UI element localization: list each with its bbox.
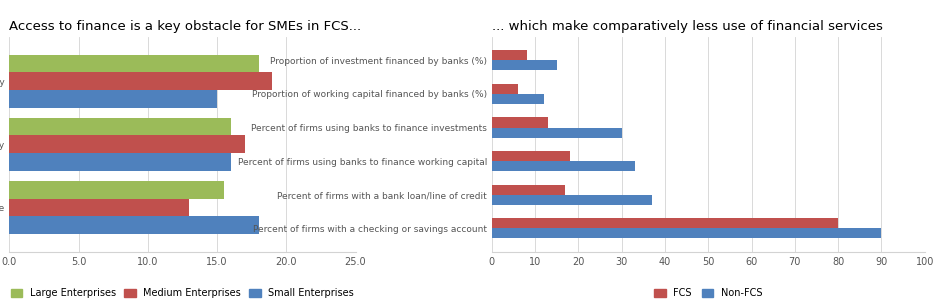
Text: ... which make comparatively less use of financial services: ... which make comparatively less use of… <box>492 20 883 33</box>
Bar <box>492 161 635 171</box>
Legend: FCS, Non-FCS: FCS, Non-FCS <box>650 285 767 302</box>
Bar <box>492 117 548 127</box>
Bar <box>9 55 259 72</box>
Bar <box>492 60 557 70</box>
Bar <box>9 72 273 90</box>
Legend: Large Enterprises, Medium Enterprises, Small Enterprises: Large Enterprises, Medium Enterprises, S… <box>7 285 358 302</box>
Bar <box>492 151 570 161</box>
Bar <box>9 216 259 234</box>
Bar <box>9 118 231 135</box>
Bar <box>9 181 224 199</box>
Bar <box>492 84 517 94</box>
Bar <box>492 228 882 238</box>
Bar <box>492 50 527 60</box>
Bar <box>492 94 544 104</box>
Text: Access to finance is a key obstacle for SMEs in FCS...: Access to finance is a key obstacle for … <box>9 20 361 33</box>
Bar <box>492 218 838 228</box>
Bar <box>9 199 190 216</box>
Bar <box>9 90 217 108</box>
Bar <box>9 135 245 153</box>
Bar <box>492 127 622 138</box>
Bar <box>9 153 231 171</box>
Bar <box>492 195 652 205</box>
Bar <box>492 185 565 195</box>
